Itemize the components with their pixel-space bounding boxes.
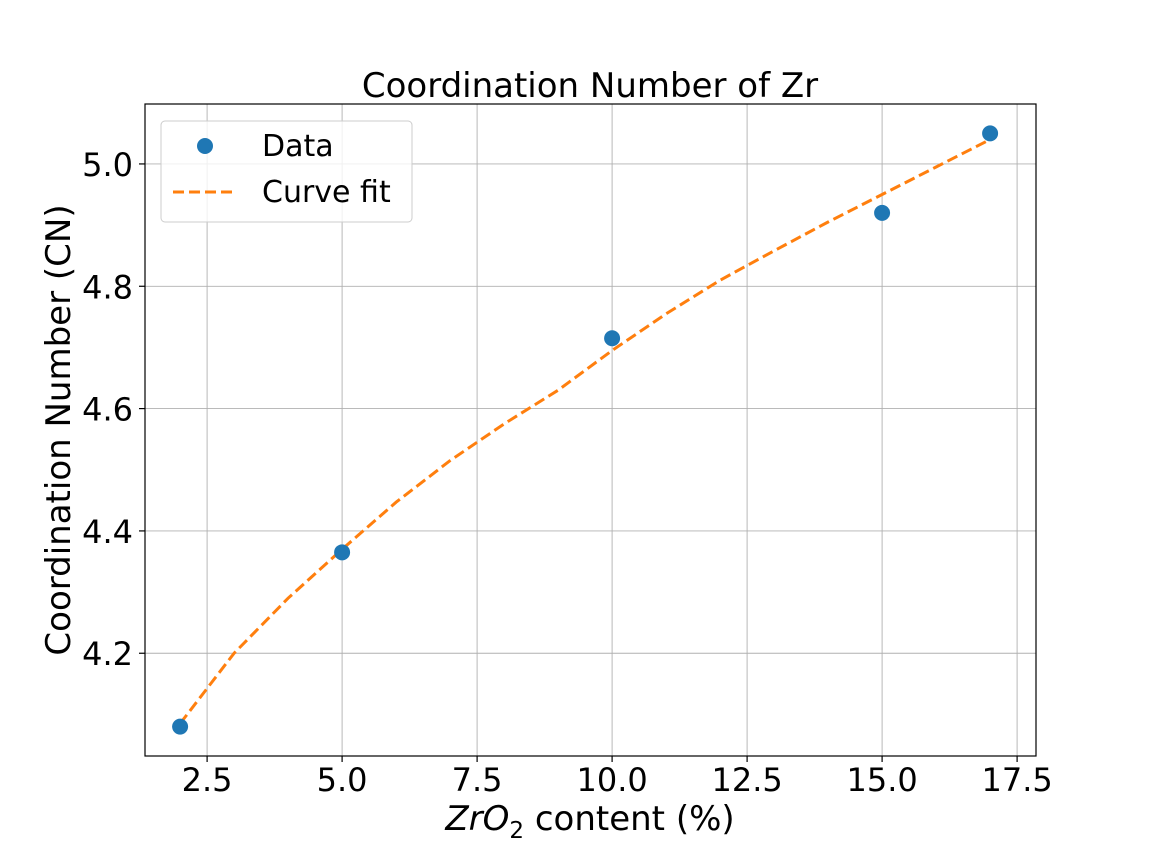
x-tick-label: 7.5 <box>452 761 503 799</box>
legend-data-marker <box>197 138 213 154</box>
x-tick-label: 15.0 <box>846 761 917 799</box>
x-tick-label: 2.5 <box>182 761 233 799</box>
data-point <box>874 204 891 221</box>
x-tick-label: 12.5 <box>711 761 782 799</box>
plot-area-frame <box>144 103 1037 757</box>
legend-curve-label: Curve fit <box>262 175 391 210</box>
x-tick-label: 10.0 <box>576 761 647 799</box>
data-series <box>172 125 999 735</box>
chart-title: Coordination Number of Zr <box>362 66 818 106</box>
y-tick-label: 4.2 <box>82 635 133 673</box>
data-point <box>982 125 999 142</box>
y-tick-label: 5.0 <box>82 146 133 184</box>
legend: Data Curve fit <box>160 120 413 223</box>
data-point <box>334 544 351 561</box>
curve-fit-line <box>178 138 991 725</box>
data-point <box>604 330 621 347</box>
legend-data-label: Data <box>262 129 334 164</box>
x-tick-label: 17.5 <box>981 761 1052 799</box>
x-axis-label-rest: content (%) <box>524 799 735 839</box>
data-point <box>172 718 189 735</box>
y-axis-label: Coordination Number (CN) <box>39 204 79 655</box>
y-axis-ticks: 4.2 4.4 4.6 4.8 5.0 <box>82 146 145 673</box>
y-tick-label: 4.8 <box>82 268 133 306</box>
x-axis-label-subscript: 2 <box>509 818 524 844</box>
x-tick-label: 5.0 <box>317 761 368 799</box>
curve-fit-series <box>178 138 991 725</box>
x-axis-label: ZrO2 content (%) <box>444 799 734 844</box>
y-tick-label: 4.6 <box>82 391 133 429</box>
y-tick-label: 4.4 <box>82 513 133 551</box>
legend-box <box>160 120 413 223</box>
x-axis-ticks: 2.5 5.0 7.5 10.0 12.5 15.0 17.5 <box>182 756 1053 799</box>
x-axis-label-italic: ZrO <box>444 799 509 839</box>
